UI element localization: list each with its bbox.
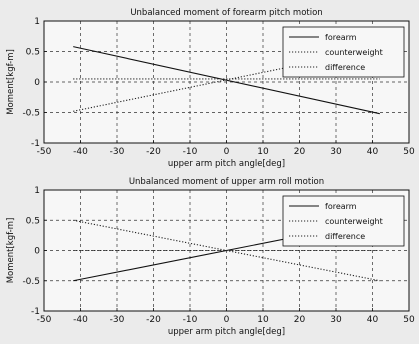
chart-panel-1: Unbalanced moment of forearm pitch motio… <box>6 8 415 169</box>
x-tick-label: 0 <box>224 147 230 157</box>
chart-panel-2: Unbalanced moment of upper arm roll moti… <box>6 177 415 337</box>
legend-label: forearm <box>325 33 357 42</box>
y-tick-label: -0.5 <box>22 277 40 287</box>
x-tick-label: 0 <box>224 315 230 325</box>
y-axis-label: Moment[kgf-m] <box>6 218 16 284</box>
x-tick-label: 30 <box>330 147 342 157</box>
y-tick-label: -1 <box>31 139 40 149</box>
y-tick-label: 0.5 <box>26 216 40 226</box>
legend-box <box>282 195 405 247</box>
x-tick-label: -40 <box>73 315 88 325</box>
x-tick-label: 40 <box>367 315 379 325</box>
y-tick-label: 0 <box>34 247 40 257</box>
y-tick-label: 1 <box>34 17 40 27</box>
x-tick-label: 50 <box>403 147 415 157</box>
x-tick-label: -40 <box>73 147 88 157</box>
legend-label: difference <box>325 63 365 72</box>
x-tick-label: -30 <box>110 147 125 157</box>
legend-box <box>282 26 405 78</box>
y-tick-label: 1 <box>34 186 40 196</box>
legend-label: counterweight <box>325 48 383 57</box>
x-tick-label: -50 <box>37 315 52 325</box>
x-tick-label: 30 <box>330 315 342 325</box>
y-axis-label: Moment[kgf-m] <box>6 49 16 115</box>
chart-title: Unbalanced moment of forearm pitch motio… <box>130 8 322 18</box>
x-tick-label: -30 <box>110 315 125 325</box>
legend-label: difference <box>325 232 365 241</box>
x-tick-label: 10 <box>257 315 269 325</box>
legend-label: counterweight <box>325 217 383 226</box>
chart-title: Unbalanced moment of upper arm roll moti… <box>129 177 324 187</box>
x-tick-label: 10 <box>257 147 269 157</box>
y-tick-label: 0 <box>34 78 40 88</box>
y-tick-label: -0.5 <box>22 109 40 119</box>
series-line-counterweight <box>73 47 380 112</box>
y-tick-label: -1 <box>31 307 40 317</box>
x-tick-label: 50 <box>403 315 415 325</box>
x-tick-label: 20 <box>294 315 306 325</box>
x-tick-label: -10 <box>183 147 198 157</box>
y-tick-label: 0.5 <box>26 48 40 58</box>
x-tick-label: -20 <box>146 147 161 157</box>
x-axis-label: upper arm pitch angle[deg] <box>168 327 285 337</box>
x-tick-label: -50 <box>37 147 52 157</box>
axes-frame <box>43 20 410 144</box>
x-tick-label: -10 <box>183 315 198 325</box>
legend-label: forearm <box>325 202 357 211</box>
x-tick-label: -20 <box>146 315 161 325</box>
x-axis-label: upper arm pitch angle[deg] <box>168 159 285 169</box>
axes-frame <box>43 189 410 312</box>
x-tick-label: 20 <box>294 147 306 157</box>
x-tick-label: 40 <box>367 147 379 157</box>
